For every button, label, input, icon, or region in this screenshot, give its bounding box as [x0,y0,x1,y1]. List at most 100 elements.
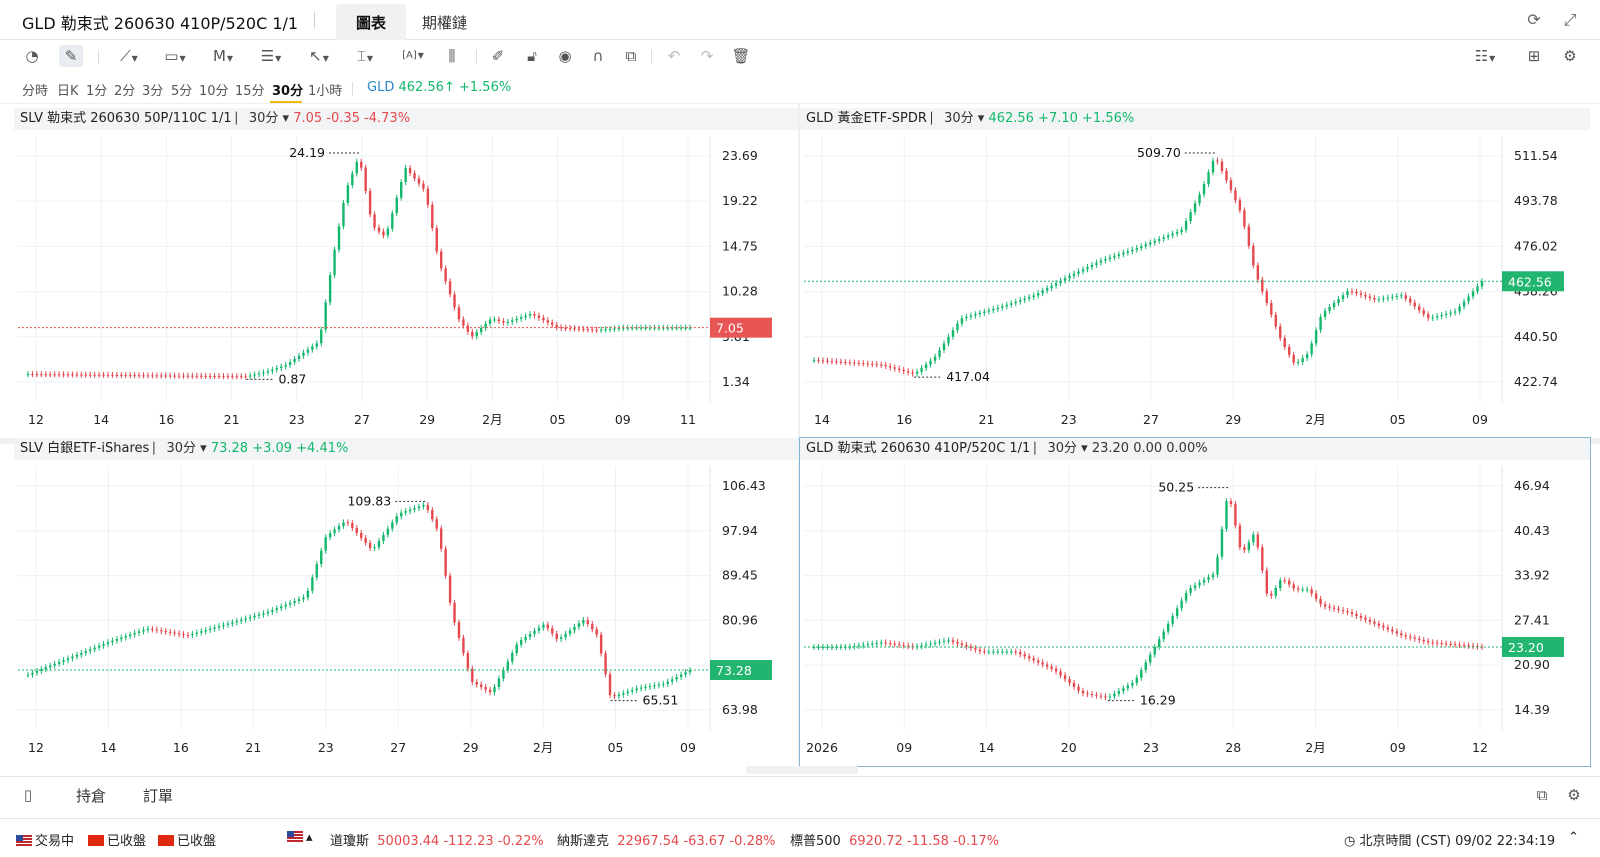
gauge-icon[interactable]: ◔ [25,47,39,65]
candle-body [1149,654,1152,663]
pencil-square-icon[interactable]: ✎ [59,45,83,67]
candle-body [360,161,363,168]
period-item[interactable]: 日K [57,84,79,99]
chart-timeframe[interactable]: ⎸30分 ▾ [1034,441,1088,456]
chart-timeframe[interactable]: ⎸30分 ▾ [235,111,290,126]
candle-body [417,506,421,509]
grid-icon[interactable]: ⊞ [1527,47,1541,65]
chart-panel-gld-strangle[interactable]: GLD 勒束式 260630 410P/520C 1/1 ⎸30分 ▾ 23.2… [799,437,1591,767]
eye-icon[interactable]: ◉ [558,47,572,65]
popout-icon[interactable]: ⧉ [1536,786,1548,804]
zigzag-icon[interactable]: M▼ [212,47,234,65]
period-item[interactable]: 1小時 [308,84,343,99]
candle-body [257,373,261,375]
candlestick-chart[interactable]: 2026 09 14 20 23 28 2月 09 12 46.94 40.43 33.92 27.41… [800,438,1590,766]
fullscreen-icon[interactable]: ⤢ [1563,10,1577,29]
period-item-active[interactable]: 30分 [272,84,304,99]
expand-up-icon[interactable]: ⌃ [1568,830,1579,845]
period-item[interactable]: 5分 [171,84,193,99]
edit-icon[interactable]: ✐ [491,47,505,65]
candle-body [1010,303,1013,305]
unlock-icon[interactable]: 🔓︎ [527,47,537,65]
candle-body [177,633,181,635]
candle-body [897,644,901,646]
candle-body [906,371,910,373]
period-item[interactable]: 2分 [114,84,136,99]
layout-list-icon[interactable]: ☷▼ [1474,47,1496,65]
candle-body [1095,262,1098,265]
period-item[interactable]: 15分 [235,84,265,99]
text-lines-icon[interactable]: ☰▼ [260,47,282,65]
undo-icon[interactable]: ↶ [667,47,681,65]
y-tick-label: 10.28 [722,284,758,299]
tab-positions[interactable]: 持倉 [76,787,107,805]
period-item[interactable]: 1分 [86,84,108,99]
line-icon[interactable]: ⟋▼ [120,47,138,65]
candlestick-chart[interactable]: 1416212327292月0509511.54493.78476.02458.… [800,108,1590,438]
trash-icon[interactable]: 🗑︎ [731,47,751,65]
sidebar-toggle-icon[interactable]: ▯ [23,786,33,804]
panel-splitter-vertical[interactable] [798,104,800,766]
rectangle-icon[interactable]: ▭▼ [164,47,186,65]
index-region-selector[interactable]: ▴ [287,830,313,845]
candle-body [311,577,314,591]
candle-body [1153,646,1156,655]
candle-body [1238,525,1242,548]
period-item[interactable]: 10分 [199,84,229,99]
settings-icon[interactable]: ⚙ [1563,47,1577,65]
market-status-us[interactable]: 交易中 [16,830,74,849]
tab-orders[interactable]: 訂單 [143,787,174,805]
candle-body [1068,679,1071,683]
period-item[interactable]: 3分 [142,84,164,99]
candle-body [142,375,145,377]
candle-body [1140,246,1143,248]
panel-resize-handle[interactable] [746,766,858,774]
candle-body [306,349,310,353]
chart-panel-gld-etf[interactable]: GLD 黃金ETF-SPDR ⎸30分 ▾ 462.56 +7.10 +1.56… [800,108,1590,438]
candle-body [62,374,65,376]
tab-option-chain[interactable]: 期權鏈 [422,14,468,32]
chart-timeframe[interactable]: ⎸30分 ▾ [931,111,985,126]
ticker-symbol: GLD [367,80,395,95]
chart-panel-slv-etf[interactable]: SLV 白銀ETF-iShares ⎸30分 ▾ 73.28 +3.09 +4.… [14,438,798,766]
candle-body [671,327,674,329]
x-tick-label: 21 [979,412,995,427]
candle-body [974,648,977,650]
chart-quote: 23.20 0.00 0.00% [1091,441,1208,456]
arrow-icon[interactable]: ↖▼ [309,47,329,65]
index-sp500[interactable]: 標普500 6920.72 -11.58 -0.17% [790,830,999,849]
tab-chart[interactable]: 圖表 [336,4,407,40]
candle-body [26,374,30,376]
refresh-icon[interactable]: ⟳ [1527,10,1541,29]
candlestick-chart[interactable]: 12 14 16 21 23 27 29 2月 05 09 11 23.69 19.22 14.75 10.… [14,108,798,438]
redo-icon[interactable]: ↷ [700,47,714,65]
candle-body [974,314,977,316]
candle-body [1422,639,1425,642]
index-nasdaq[interactable]: 納斯達克 22967.54 -63.67 -0.28% [557,830,775,849]
magnet-icon[interactable]: ∩ [592,47,604,65]
vertical-range-icon[interactable]: ⌶▼ [356,47,374,65]
index-dow[interactable]: 道瓊斯 50003.44 -112.23 -0.22% [330,830,544,849]
candlestick-chart[interactable]: 12 14 16 21 23 27 29 2月 05 09 106.43 97.94 89.45 80.9… [14,438,798,766]
candle-body [1180,600,1183,609]
market-status-hk[interactable]: 已收盤 [88,830,146,849]
candle-body [120,375,123,377]
candle-body [591,329,594,331]
settings-icon[interactable]: ⚙ [1567,786,1581,804]
candle-body [146,375,150,377]
chart-panel-slv-strangle[interactable]: SLV 勒束式 260630 50P/110C 1/1 ⎸30分 ▾ 7.05 … [14,108,798,438]
candle-body [635,688,638,691]
market-status-cn[interactable]: 已收盤 [158,830,216,849]
candle-body [897,368,901,370]
candle-body [1471,645,1475,647]
candle-body [577,623,581,627]
candle-body [1225,170,1228,181]
text-box-icon[interactable]: [A]▼ [402,50,424,61]
chart-timeframe[interactable]: ⎸30分 ▾ [153,441,207,456]
candle-body [1359,293,1363,295]
candle-body [235,376,239,378]
candle-body [333,529,336,534]
period-item[interactable]: 分時 [22,84,49,99]
bar-chart-icon[interactable]: ⫼ [448,47,456,65]
copy-icon[interactable]: ⧉ [625,47,637,65]
